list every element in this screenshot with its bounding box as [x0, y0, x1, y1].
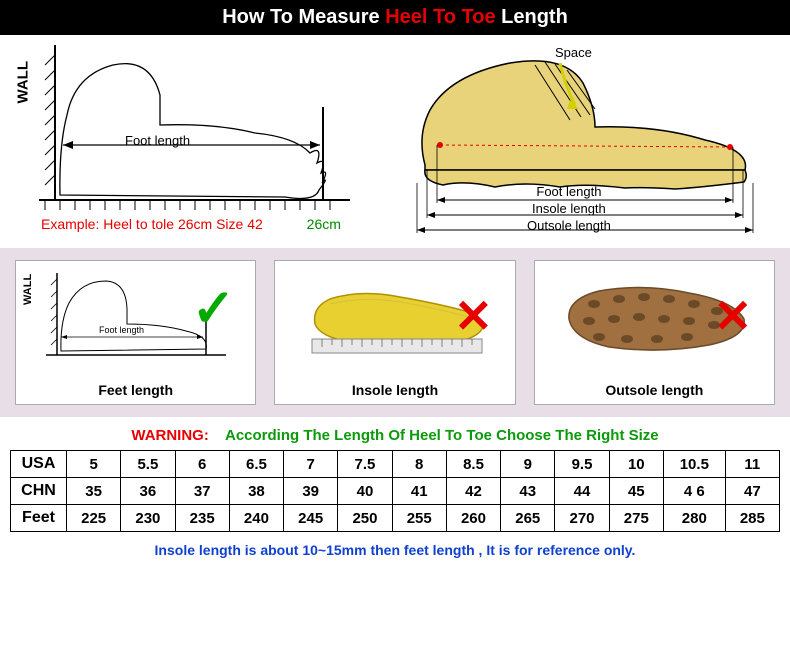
size-cell: 7.5 — [338, 451, 392, 478]
panel-wall-label: WALL — [22, 274, 34, 305]
size-cell: 7 — [284, 451, 338, 478]
panel-label-outsole: Outsole length — [535, 382, 774, 398]
size-cell: 265 — [501, 505, 555, 532]
size-cell: 6.5 — [229, 451, 283, 478]
cross-icon: ✕ — [713, 289, 752, 343]
row-label: CHN — [11, 478, 67, 505]
cross-icon: ✕ — [454, 289, 493, 343]
size-cell: 5.5 — [121, 451, 175, 478]
size-cell: 47 — [725, 478, 779, 505]
size-cell: 36 — [121, 478, 175, 505]
size-cell: 45 — [609, 478, 663, 505]
right-labels: Foot length Insole length Outsole length — [527, 184, 611, 235]
panel-insole: ✕ Insole length — [274, 260, 515, 405]
size-cell: 37 — [175, 478, 229, 505]
space-label: Space — [555, 45, 592, 60]
panel-feet: WALL Foot length ✓ Feet length — [15, 260, 256, 405]
size-cell: 270 — [555, 505, 609, 532]
check-icon: ✓ — [192, 279, 236, 339]
insole-length-r: Insole length — [527, 201, 611, 218]
size-cell: 245 — [284, 505, 338, 532]
size-cell: 255 — [392, 505, 446, 532]
size-cell: 11 — [725, 451, 779, 478]
size-cell: 230 — [121, 505, 175, 532]
panel-label-feet: Feet length — [16, 382, 255, 398]
size-cell: 280 — [663, 505, 725, 532]
size-cell: 35 — [67, 478, 121, 505]
method-panels: WALL Foot length ✓ Feet length ✕ Insole … — [0, 248, 790, 417]
size-cell: 275 — [609, 505, 663, 532]
foot-length-label: Foot length — [125, 133, 190, 148]
example: Example: Heel to tole 26cm Size 42 — [41, 216, 263, 232]
size-cell: 260 — [446, 505, 500, 532]
wall-label: WALL — [15, 61, 32, 104]
title-pre: How To Measure — [222, 6, 385, 28]
size-table: USA55.566.577.588.599.51010.511CHN353637… — [10, 450, 780, 532]
size-cell: 8.5 — [446, 451, 500, 478]
table-row: CHN35363738394041424344454 647 — [11, 478, 780, 505]
panel-outsole: ✕ Outsole length — [534, 260, 775, 405]
warning-label: WARNING: — [131, 427, 209, 444]
foot-length-r: Foot length — [527, 184, 611, 201]
size-cell: 10 — [609, 451, 663, 478]
title-mid: Heel To Toe — [385, 6, 495, 28]
size-cell: 250 — [338, 505, 392, 532]
size-cell: 44 — [555, 478, 609, 505]
size-cell: 285 — [725, 505, 779, 532]
size-cell: 9.5 — [555, 451, 609, 478]
row-label: Feet — [11, 505, 67, 532]
panel-foot-length-text: Foot length — [99, 325, 144, 335]
size-cell: 6 — [175, 451, 229, 478]
warning-line: WARNING: According The Length Of Heel To… — [0, 427, 790, 444]
left-diagram: WALL Foot length Example: Heel to tole 2… — [15, 45, 355, 240]
top-diagrams: WALL Foot length Example: Heel to tole 2… — [0, 35, 790, 240]
size-cell: 42 — [446, 478, 500, 505]
size-cell: 9 — [501, 451, 555, 478]
footer-note: Insole length is about 10~15mm then feet… — [0, 542, 790, 558]
size-cell: 235 — [175, 505, 229, 532]
outsole-length-r: Outsole length — [527, 218, 611, 235]
panel-label-insole: Insole length — [275, 382, 514, 398]
size-cell: 40 — [338, 478, 392, 505]
size-cell: 43 — [501, 478, 555, 505]
table-row: Feet225230235240245250255260265270275280… — [11, 505, 780, 532]
size-cell: 10.5 — [663, 451, 725, 478]
warning-text: According The Length Of Heel To Toe Choo… — [225, 427, 659, 444]
right-diagram: Space Foot length Insole length Outsole … — [395, 45, 775, 240]
example-text: Example: Heel to tole 26cm Size 42 26cm — [41, 216, 355, 232]
table-row: USA55.566.577.588.599.51010.511 — [11, 451, 780, 478]
size-cell: 4 6 — [663, 478, 725, 505]
size-cell: 225 — [67, 505, 121, 532]
title-post: Length — [496, 6, 568, 28]
size-cell: 5 — [67, 451, 121, 478]
size-cell: 39 — [284, 478, 338, 505]
size-cell: 240 — [229, 505, 283, 532]
size-cell: 41 — [392, 478, 446, 505]
example-cm: 26cm — [307, 216, 341, 232]
title-bar: How To Measure Heel To Toe Length — [0, 0, 790, 35]
size-cell: 38 — [229, 478, 283, 505]
row-label: USA — [11, 451, 67, 478]
size-cell: 8 — [392, 451, 446, 478]
